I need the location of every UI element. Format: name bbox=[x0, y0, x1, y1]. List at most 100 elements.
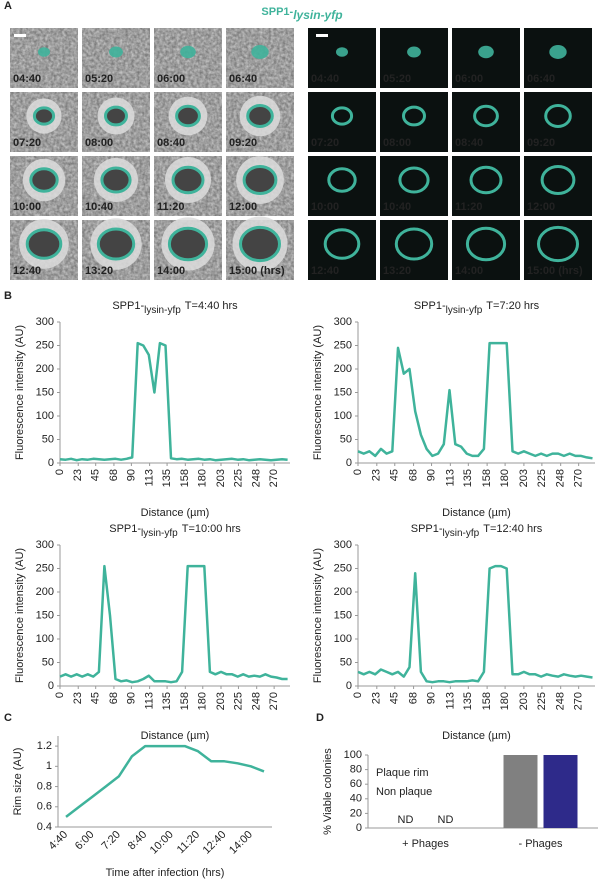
time-label: 14:00 bbox=[157, 265, 185, 277]
title-suffix: T=10:00 hrs bbox=[182, 523, 242, 535]
x-tick-label: 68 bbox=[108, 469, 120, 481]
panel-label: C bbox=[4, 712, 12, 724]
x-axis-label: Distance (µm) bbox=[141, 507, 210, 519]
time-label: 06:00 bbox=[455, 73, 483, 85]
y-tick-label: 100 bbox=[334, 633, 352, 645]
rim-size-line bbox=[65, 744, 265, 818]
panel-label: B bbox=[4, 290, 12, 302]
x-tick-label: 203 bbox=[215, 469, 227, 487]
x-tick-label: 203 bbox=[518, 469, 530, 487]
x-tick-label: 270 bbox=[573, 469, 585, 487]
title-subscript: lysin-yfp bbox=[144, 305, 181, 316]
x-tick-label: 45 bbox=[389, 469, 401, 481]
plaque-rim bbox=[330, 106, 354, 126]
x-tick-label: 158 bbox=[179, 692, 191, 710]
plaque-rim bbox=[323, 228, 361, 260]
x-tick-label: 180 bbox=[499, 469, 511, 487]
title-suffix: T=4:40 hrs bbox=[185, 300, 238, 312]
y-tick-label: 20 bbox=[350, 807, 362, 819]
chart-title: SPP1-lysin-yfp T=10:00 hrs bbox=[109, 523, 241, 539]
y-tick-label: 100 bbox=[344, 749, 362, 761]
title-subscript: lysin-yfp bbox=[141, 528, 178, 539]
x-tick-label: 90 bbox=[425, 469, 437, 481]
y-tick-label: 300 bbox=[334, 316, 352, 328]
x-tick-label: 135 bbox=[161, 692, 173, 710]
x-axis-label: Time after infection (hrs) bbox=[106, 867, 225, 879]
time-label: 08:40 bbox=[157, 137, 185, 149]
title-prefix: SPP1- bbox=[414, 300, 446, 312]
time-label: 14:00 bbox=[455, 265, 483, 277]
x-axis-label: Distance (µm) bbox=[442, 507, 511, 519]
profile-line bbox=[59, 564, 288, 684]
title-subscript: lysin-yfp bbox=[446, 305, 483, 316]
x-tick-label: 158 bbox=[179, 469, 191, 487]
y-tick-label: 100 bbox=[334, 410, 352, 422]
time-label: 05:20 bbox=[383, 73, 411, 85]
x-tick-label: 14:00 bbox=[227, 829, 255, 857]
x-tick-label: 270 bbox=[573, 692, 585, 710]
plaque-rim bbox=[175, 104, 201, 128]
plaque-rim bbox=[96, 227, 136, 261]
x-tick-label: 7:20 bbox=[99, 829, 123, 853]
x-tick-label: 12:40 bbox=[201, 829, 229, 857]
y-tick-label: 250 bbox=[36, 339, 54, 351]
panel-label: A bbox=[4, 0, 12, 12]
plaque-signal bbox=[38, 47, 50, 57]
y-tick-label: 300 bbox=[334, 539, 352, 551]
value-label: ND bbox=[438, 814, 454, 826]
x-tick-label: 113 bbox=[444, 469, 456, 487]
plaque-rim bbox=[473, 104, 499, 128]
y-tick-label: 0.8 bbox=[37, 780, 52, 792]
micrograph bbox=[308, 28, 376, 88]
x-tick-label: 158 bbox=[481, 469, 493, 487]
y-tick-label: 200 bbox=[334, 586, 352, 598]
y-axis-label: % Viable colonies bbox=[322, 748, 334, 835]
y-tick-label: 1 bbox=[46, 760, 52, 772]
y-tick-label: 0 bbox=[48, 457, 54, 469]
x-axis-label: Distance (µm) bbox=[141, 730, 210, 742]
time-label: 05:20 bbox=[85, 73, 113, 85]
x-tick-label: 203 bbox=[215, 692, 227, 710]
time-label: 12:00 bbox=[527, 201, 555, 213]
time-label: 06:40 bbox=[229, 73, 257, 85]
time-label: 13:20 bbox=[383, 265, 411, 277]
plaque-rim bbox=[537, 225, 579, 263]
x-tick-label: 68 bbox=[407, 692, 419, 704]
plaque-rim bbox=[242, 164, 278, 196]
micrograph-texture bbox=[10, 28, 78, 88]
plaque-rim bbox=[544, 104, 572, 128]
x-tick-label: - Phages bbox=[518, 838, 563, 850]
title-suffix: T=7:20 hrs bbox=[486, 300, 539, 312]
x-tick-label: 10:00 bbox=[148, 829, 176, 857]
x-tick-label: 90 bbox=[125, 469, 137, 481]
time-label: 04:40 bbox=[13, 73, 41, 85]
time-label: 08:40 bbox=[455, 137, 483, 149]
value-label: ND bbox=[398, 814, 414, 826]
plaque-rim bbox=[540, 164, 576, 196]
plaque-rim bbox=[171, 165, 205, 195]
profile-line bbox=[357, 564, 593, 684]
title-prefix: SPP1- bbox=[261, 6, 293, 18]
x-tick-label: 225 bbox=[536, 692, 548, 710]
y-tick-label: 200 bbox=[334, 363, 352, 375]
plaque-signal bbox=[549, 45, 567, 59]
bar bbox=[503, 755, 538, 828]
micrograph bbox=[380, 28, 448, 88]
y-tick-label: 150 bbox=[36, 386, 54, 398]
plaque-rim bbox=[167, 226, 209, 262]
x-tick-label: 248 bbox=[251, 692, 263, 710]
y-tick-label: 150 bbox=[334, 386, 352, 398]
plaque-signal bbox=[109, 46, 123, 58]
y-tick-label: 300 bbox=[36, 539, 54, 551]
x-tick-label: 248 bbox=[555, 692, 567, 710]
panel-label: D bbox=[316, 712, 324, 724]
time-label: 09:20 bbox=[229, 137, 257, 149]
x-tick-label: 248 bbox=[555, 469, 567, 487]
plaque-signal bbox=[407, 46, 421, 58]
y-tick-label: 200 bbox=[36, 363, 54, 375]
plaque-signal bbox=[251, 45, 269, 59]
scale-bar bbox=[14, 34, 26, 37]
time-label: 09:20 bbox=[527, 137, 555, 149]
